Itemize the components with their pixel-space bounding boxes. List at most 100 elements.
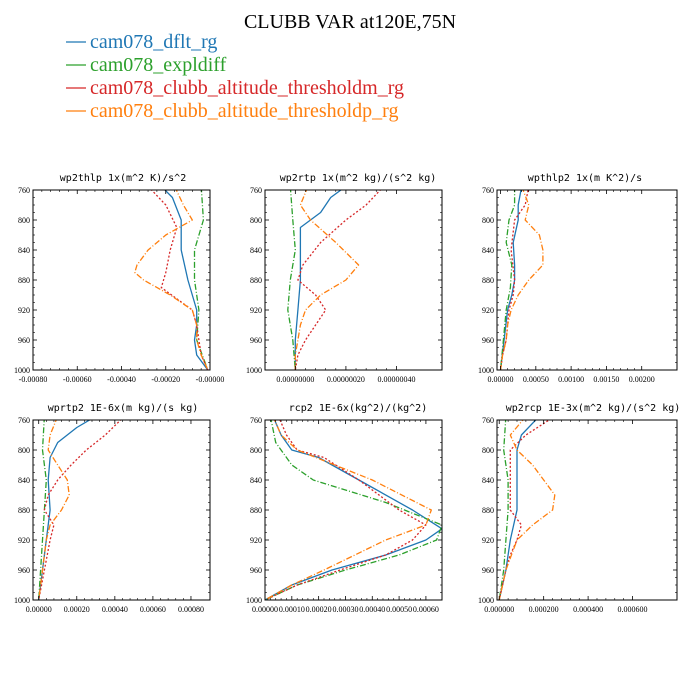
x-tick-label: 0.000000 (484, 605, 514, 614)
legend-label: cam078_dflt_rg (90, 31, 217, 53)
y-tick-label: 840 (18, 476, 30, 485)
series-line (498, 420, 537, 600)
x-tick-label: 0.00020 (64, 605, 90, 614)
x-tick-label: 0.00060 (413, 605, 439, 614)
x-tick-label: -0.00080 (19, 375, 48, 384)
y-tick-label: 840 (18, 246, 30, 255)
x-tick-label: 0.00000 (252, 605, 278, 614)
legend-entry: cam078_expldiff (66, 54, 227, 76)
y-tick-label: 840 (482, 476, 494, 485)
y-tick-label: 960 (18, 566, 30, 575)
x-tick-label: 0.000200 (529, 605, 559, 614)
y-tick-label: 960 (482, 566, 494, 575)
series-line (265, 420, 427, 600)
y-tick-label: 840 (250, 246, 262, 255)
panel-title: wp2rtp 1x(m^2 kg)/(s^2 kg) (280, 173, 437, 184)
legend-label: cam078_expldiff (90, 54, 227, 76)
y-tick-label: 880 (18, 276, 30, 285)
series-line (294, 190, 342, 370)
x-tick-label: 0.00000040 (377, 375, 415, 384)
series-line (38, 420, 122, 600)
y-tick-label: 960 (482, 336, 494, 345)
y-tick-label: 920 (482, 536, 494, 545)
panels: wp2thlp 1x(m^2 K)/s^2 760 800 840 880 920 960 1… (14, 173, 680, 614)
legend-entry: cam078_dflt_rg (66, 31, 217, 53)
y-tick-label: 800 (18, 216, 30, 225)
series-line (498, 420, 556, 600)
series-group (134, 190, 209, 370)
y-tick-label: 920 (250, 306, 262, 315)
x-tick-label: -0.00000 (196, 375, 225, 384)
series-line (150, 190, 209, 370)
series-line (498, 420, 551, 600)
y-tick-label: 960 (250, 566, 262, 575)
y-tick-label: 880 (250, 506, 262, 515)
x-tick-label: 0.00000020 (327, 375, 365, 384)
x-tick-label: 0.000600 (618, 605, 648, 614)
x-tick-label: 0.00040 (102, 605, 128, 614)
legend-entry: cam078_clubb_altitude_thresholdm_rg (66, 77, 404, 99)
x-tick-label: -0.00020 (151, 375, 180, 384)
x-tick-label: 0.00060 (140, 605, 166, 614)
y-tick-label: 760 (18, 186, 30, 195)
series-line (164, 190, 209, 370)
y-tick-label: 1000 (246, 596, 262, 605)
y-tick-label: 920 (18, 536, 30, 545)
series-group (38, 420, 122, 600)
x-tick-label: 0.00100 (558, 375, 584, 384)
x-tick-label: 0.000400 (573, 605, 603, 614)
series-line (38, 420, 47, 600)
series-line (265, 420, 432, 600)
legend-entry: cam078_clubb_altitude_thresholdp_rg (66, 100, 398, 122)
y-tick-label: 800 (482, 216, 494, 225)
y-tick-label: 800 (250, 446, 262, 455)
y-tick-label: 880 (250, 276, 262, 285)
y-tick-label: 920 (482, 306, 494, 315)
y-tick-label: 1000 (478, 596, 494, 605)
y-tick-label: 800 (18, 446, 30, 455)
x-tick-label: 0.00150 (593, 375, 619, 384)
y-tick-label: 880 (482, 506, 494, 515)
y-tick-label: 760 (18, 416, 30, 425)
series-line (294, 190, 382, 370)
x-tick-label: 0.00050 (386, 605, 412, 614)
series-line (499, 190, 529, 370)
x-tick-label: 0.00200 (629, 375, 655, 384)
panel-title: wpthlp2 1x(m K^2)/s (528, 173, 642, 184)
series-line (499, 190, 516, 370)
panel-title: rcp2 1E-6x(kg^2)/(kg^2) (289, 403, 427, 414)
y-tick-label: 880 (18, 506, 30, 515)
figure-title: CLUBB VAR at120E,75N (244, 11, 456, 33)
y-tick-label: 920 (250, 536, 262, 545)
y-tick-label: 1000 (14, 596, 30, 605)
panel: wprtp2 1E-6x(m kg)/(s kg) 760 800 840 880 920… (14, 403, 211, 614)
panel: wpthlp2 1x(m K^2)/s 760 800 840 880 920 960 100… (478, 173, 678, 384)
series-line (498, 420, 509, 600)
series-line (499, 190, 544, 370)
series-line (265, 420, 442, 600)
series-group (287, 190, 382, 370)
y-tick-label: 880 (482, 276, 494, 285)
x-tick-label: -0.00060 (63, 375, 92, 384)
panel-title: wprtp2 1E-6x(m kg)/(s kg) (48, 403, 199, 414)
legend: cam078_dflt_rgcam078_expldiffcam078_club… (66, 31, 404, 122)
panel: wp2thlp 1x(m^2 K)/s^2 760 800 840 880 920 960 1… (14, 173, 224, 384)
y-tick-label: 1000 (14, 366, 30, 375)
series-line (38, 420, 70, 600)
y-tick-label: 760 (482, 416, 494, 425)
y-tick-label: 920 (18, 306, 30, 315)
y-tick-label: 760 (250, 416, 262, 425)
x-tick-label: 0.00000 (26, 605, 52, 614)
x-tick-label: 0.00080 (178, 605, 204, 614)
series-line (134, 190, 209, 370)
y-tick-label: 1000 (478, 366, 494, 375)
panel-title: wp2rcp 1E-3x(m^2 kg)/(s^2 kg) (506, 403, 681, 414)
x-tick-label: 0.00010 (279, 605, 305, 614)
legend-label: cam078_clubb_altitude_thresholdm_rg (90, 77, 404, 99)
series-line (294, 190, 360, 370)
y-tick-label: 1000 (246, 366, 262, 375)
y-tick-label: 760 (482, 186, 494, 195)
series-line (499, 190, 522, 370)
